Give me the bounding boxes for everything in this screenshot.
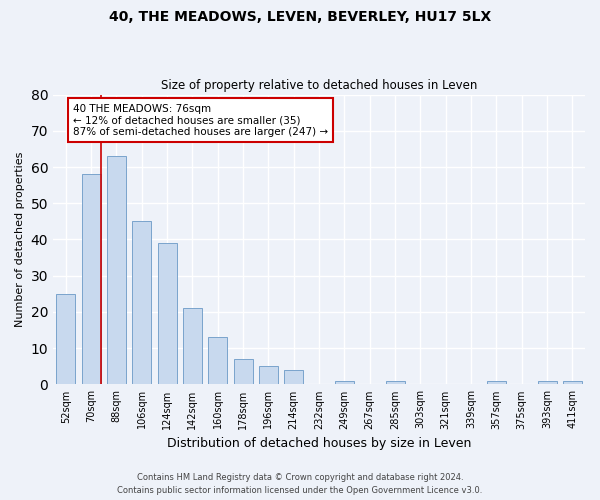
Title: Size of property relative to detached houses in Leven: Size of property relative to detached ho… (161, 79, 477, 92)
Bar (563, 381, 582, 384)
Bar (259, 366, 278, 384)
Bar (107, 156, 126, 384)
Bar (386, 381, 404, 384)
Bar (132, 222, 151, 384)
Text: 40 THE MEADOWS: 76sqm
← 12% of detached houses are smaller (35)
87% of semi-deta: 40 THE MEADOWS: 76sqm ← 12% of detached … (73, 104, 328, 137)
Bar (487, 381, 506, 384)
Text: Contains HM Land Registry data © Crown copyright and database right 2024.
Contai: Contains HM Land Registry data © Crown c… (118, 474, 482, 495)
Bar (233, 359, 253, 384)
Bar (335, 381, 354, 384)
Bar (158, 243, 176, 384)
Text: 40, THE MEADOWS, LEVEN, BEVERLEY, HU17 5LX: 40, THE MEADOWS, LEVEN, BEVERLEY, HU17 5… (109, 10, 491, 24)
Bar (183, 308, 202, 384)
Bar (208, 338, 227, 384)
Bar (82, 174, 101, 384)
Y-axis label: Number of detached properties: Number of detached properties (15, 152, 25, 327)
Bar (538, 381, 557, 384)
X-axis label: Distribution of detached houses by size in Leven: Distribution of detached houses by size … (167, 437, 471, 450)
Bar (56, 294, 75, 384)
Bar (284, 370, 303, 384)
